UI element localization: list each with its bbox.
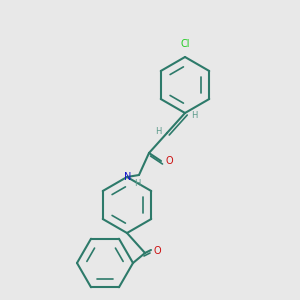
Text: O: O (153, 246, 160, 256)
Text: N: N (124, 172, 131, 182)
Text: O: O (166, 156, 174, 166)
Text: H: H (191, 112, 197, 121)
Text: H: H (156, 127, 162, 136)
Text: Cl: Cl (180, 39, 190, 49)
Text: H: H (134, 179, 140, 188)
